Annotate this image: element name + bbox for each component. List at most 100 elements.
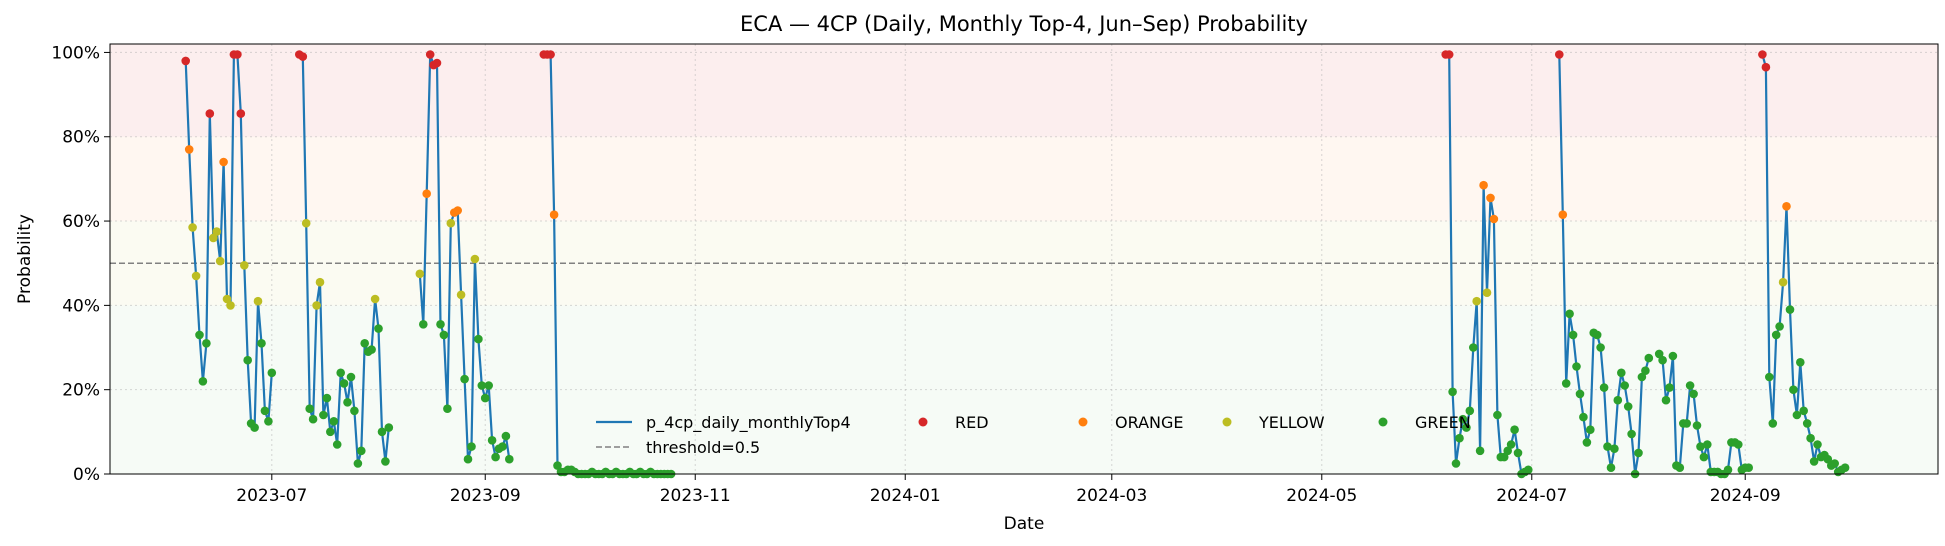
legend-red-swatch [918,417,928,427]
data-point-160 [1613,395,1623,405]
data-point-205 [1785,305,1795,314]
data-point-180 [1689,389,1698,399]
data-point-11 [219,157,228,167]
data-point-120 [1448,387,1457,397]
x-tick-label-7: 2024-09 [1710,486,1781,506]
data-point-45 [360,339,370,348]
data-point-34 [322,393,332,403]
data-point-68 [467,442,476,451]
data-point-37 [332,440,342,449]
data-point-148 [1572,362,1581,371]
data-point-158 [1606,463,1616,473]
x-tick-label-6: 2024-07 [1496,486,1567,506]
y-axis-label: Probability [15,214,35,304]
data-point-181 [1692,421,1702,430]
data-point-23 [260,406,270,416]
data-point-210 [1802,419,1812,428]
data-point-44 [357,446,366,456]
data-point-125 [1465,406,1475,416]
data-point-30 [308,414,318,424]
data-point-9 [212,227,221,236]
data-point-64 [453,206,463,215]
legend-green-swatch [1378,417,1388,427]
data-point-149 [1575,389,1585,399]
data-point-49 [374,324,383,333]
data-point-56 [425,50,435,59]
legend-orange-swatch [1078,417,1088,427]
y-tick-label-3: 60% [62,212,100,232]
data-point-221 [1840,463,1850,473]
legend-orange-label: ORANGE [1115,413,1183,432]
data-point-142 [1524,465,1533,475]
data-point-7 [205,109,215,118]
background-bands [110,44,1938,474]
data-point-182 [1696,442,1705,451]
data-point-119 [1444,50,1454,59]
data-point-33 [319,410,328,420]
data-point-162 [1620,381,1629,390]
data-point-208 [1796,358,1805,367]
data-point-168 [1641,366,1650,376]
data-point-144 [1558,210,1568,219]
data-point-163 [1623,402,1633,411]
data-point-121 [1451,459,1461,468]
data-point-203 [1778,277,1788,287]
data-point-65 [456,290,466,300]
data-point-138 [1510,425,1519,435]
y-axis-ticks: 0% 20% 40% 60% 80% 100% [51,43,110,485]
data-point-174 [1668,351,1678,361]
data-point-47 [367,345,376,354]
data-point-50 [377,427,387,437]
data-point-176 [1675,463,1685,473]
data-point-35 [326,427,335,437]
data-point-213 [1813,440,1822,449]
data-point-60 [439,330,449,340]
data-point-154 [1592,330,1602,340]
legend-threshold-label: threshold=0.5 [646,438,760,457]
data-point-38 [336,368,346,378]
data-point-146 [1565,309,1574,319]
data-point-66 [460,374,469,384]
data-point-74 [487,436,497,445]
data-point-206 [1789,385,1798,395]
y-tick-label-2: 40% [62,296,100,316]
y-tick-label-4: 80% [62,128,100,148]
data-point-178 [1682,419,1691,428]
data-point-8 [209,233,218,243]
data-point-122 [1455,433,1464,443]
data-point-55 [422,189,432,198]
data-point-17 [240,261,249,270]
data-point-61 [443,404,452,414]
data-point-83 [549,210,559,219]
data-point-133 [1493,410,1502,420]
data-point-32 [315,277,325,287]
data-point-156 [1599,383,1609,392]
data-point-170 [1654,349,1664,359]
data-point-200 [1768,419,1778,428]
data-point-184 [1703,440,1712,449]
data-point-79 [505,454,514,464]
data-point-16 [236,109,246,118]
data-point-147 [1568,330,1578,340]
data-point-78 [501,431,511,441]
data-point-15 [233,50,242,59]
data-point-40 [343,398,352,407]
legend-yellow-swatch [1222,417,1232,427]
data-point-62 [446,218,456,228]
data-point-20 [250,423,259,432]
data-point-166 [1634,448,1643,458]
x-axis-ticks: 2023-07 2023-09 2023-11 2024-01 2024-03 2024-… [236,474,1781,506]
data-point-130 [1482,288,1492,298]
data-point-71 [477,381,487,390]
band-2 [110,136,1938,222]
data-point-198 [1761,62,1771,72]
data-point-25 [267,368,277,378]
data-point-218 [1830,459,1839,468]
data-point-136 [1503,446,1512,456]
data-point-126 [1469,343,1478,352]
data-point-159 [1610,444,1619,454]
data-point-128 [1475,446,1485,456]
data-point-2 [188,223,197,232]
data-point-52 [384,423,394,432]
data-point-172 [1661,395,1671,405]
